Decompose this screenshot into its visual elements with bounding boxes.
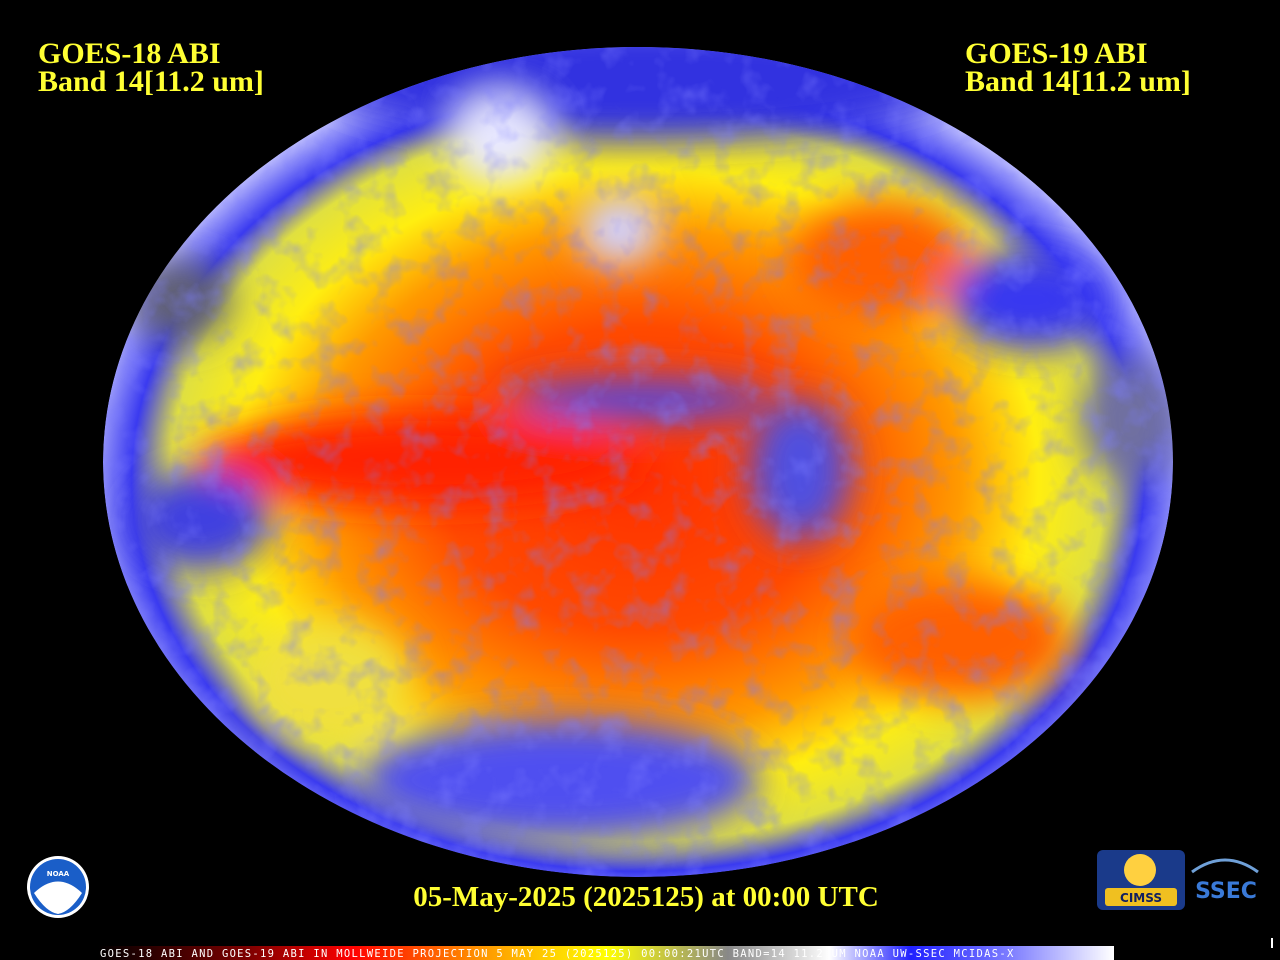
cimss-text: CIMSS [1120,891,1162,905]
left-band: Band 14[11.2 um] [38,65,264,98]
left-satellite: GOES-18 ABI [38,37,221,70]
right-satellite: GOES-19 ABI [965,37,1148,70]
status-bar-text: GOES-18 ABI AND GOES-19 ABI IN MOLLWEIDE… [100,948,1015,960]
corner-marker [1271,938,1273,948]
cimss-logo: CIMSS [1097,850,1185,910]
timestamp: 05-May-2025 (2025125) at 00:00 UTC [413,881,879,913]
color-scale [98,946,1114,960]
cloud-texture [103,47,1173,877]
right-band: Band 14[11.2 um] [965,65,1191,98]
ssec-logo: SSEC [1191,858,1259,904]
ssec-text: SSEC [1195,879,1257,904]
earth-disk [103,47,1173,877]
noaa-logo: NOAA [27,856,89,918]
noaa-text: NOAA [47,870,70,878]
